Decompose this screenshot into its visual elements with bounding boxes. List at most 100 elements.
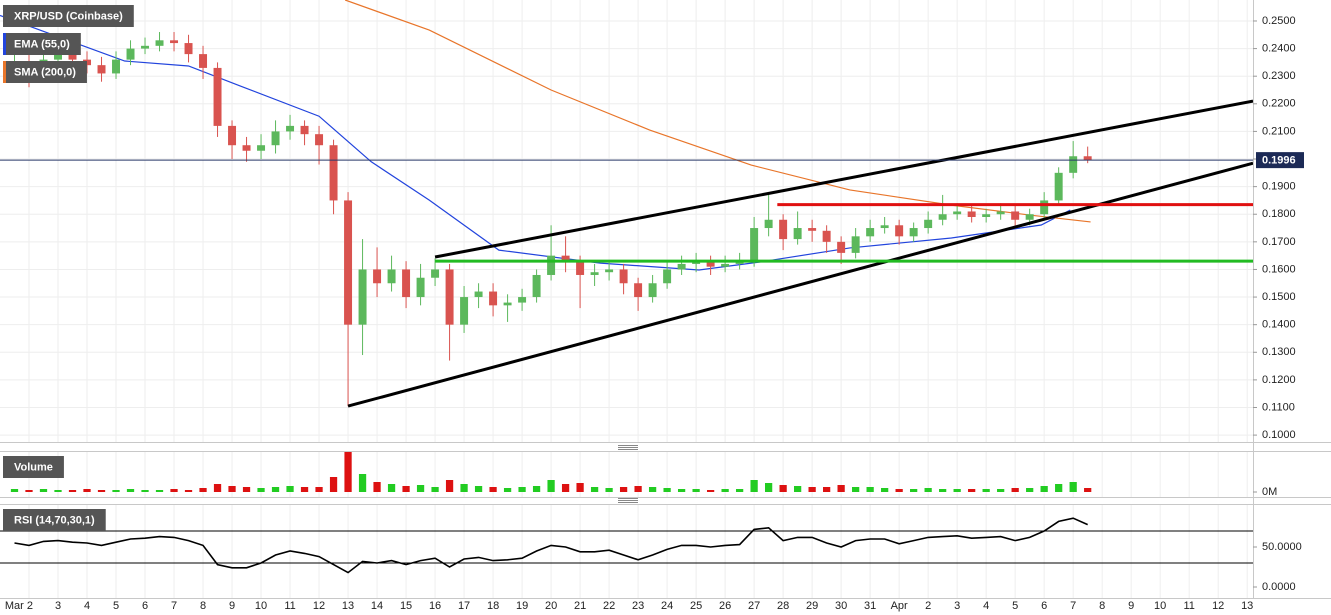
- volume-bar: [387, 484, 396, 492]
- x-tick-label: 12: [1212, 600, 1224, 612]
- candle: [808, 219, 817, 242]
- y-tick-label: 0.1900: [1262, 181, 1296, 193]
- x-tick-label: 7: [1070, 600, 1076, 612]
- volume-bar: [823, 487, 831, 492]
- y-tick-label: 50.0000: [1262, 541, 1302, 553]
- x-tick-label: 10: [1154, 600, 1166, 612]
- candle: [895, 219, 904, 245]
- x-tick-label: 6: [142, 600, 148, 612]
- rsi-line: [14, 517, 1088, 574]
- candle: [721, 255, 730, 273]
- volume-bar: [1069, 482, 1077, 492]
- candle: [315, 125, 324, 165]
- candle: [199, 45, 208, 79]
- x-tick-label: 5: [1012, 600, 1018, 612]
- volume-bar: [83, 489, 91, 492]
- candle: [677, 255, 686, 275]
- candle: [1054, 167, 1063, 206]
- candle: [170, 32, 179, 52]
- candle-body: [300, 125, 309, 135]
- y-tick-label: 0.1600: [1262, 263, 1296, 275]
- y-tick-label: 0.1500: [1262, 291, 1296, 303]
- volume-bar: [561, 484, 570, 492]
- last-price-label: 0.1996: [1262, 155, 1296, 167]
- candle-body: [576, 261, 585, 275]
- volume-bar: [968, 489, 976, 492]
- y-tick-label: 0M: [1262, 486, 1277, 498]
- candle-body: [1083, 156, 1092, 161]
- volume-bar: [1040, 486, 1048, 492]
- x-tick-label: 9: [229, 600, 235, 612]
- y-tick-label: 0.1200: [1262, 374, 1296, 386]
- volume-bar: [329, 477, 338, 492]
- candle: [706, 255, 715, 275]
- x-tick-label: 31: [864, 600, 876, 612]
- candle: [837, 236, 846, 264]
- candle: [619, 263, 628, 295]
- volume-bar: [619, 487, 628, 492]
- pane-handle[interactable]: [618, 445, 638, 450]
- volume-bar: [881, 488, 889, 492]
- candle: [924, 211, 933, 234]
- x-tick-label: 7: [171, 600, 177, 612]
- volume-bar: [1084, 488, 1092, 492]
- candle-body: [561, 255, 570, 262]
- pane-label-text: XRP/USD (Coinbase): [14, 10, 123, 22]
- candle: [880, 216, 889, 234]
- volume-bar: [170, 489, 178, 492]
- pane-label-box: [3, 61, 87, 83]
- candle-body: [822, 230, 831, 242]
- candle: [793, 211, 802, 245]
- candle: [329, 139, 338, 215]
- volume-bar: [590, 487, 599, 492]
- volume-bar: [605, 488, 613, 492]
- pane-label-box: [3, 509, 106, 531]
- pane-label-text: RSI (14,70,30,1): [14, 514, 95, 526]
- x-tick-label: 17: [458, 600, 470, 612]
- pane-label-text: EMA (55,0): [14, 38, 70, 50]
- pane-handle[interactable]: [618, 498, 638, 503]
- pane-label: RSI (14,70,30,1): [3, 509, 106, 531]
- x-tick-label: 19: [516, 600, 528, 612]
- candle: [344, 192, 353, 407]
- volume-bar: [648, 487, 657, 492]
- x-tick-label: 3: [55, 600, 61, 612]
- candle-body: [329, 145, 338, 201]
- last-price-box: [1256, 152, 1304, 169]
- volume-bar: [576, 483, 584, 492]
- candle: [112, 51, 121, 79]
- pane-label-box: [3, 456, 64, 478]
- volume-bar: [184, 490, 193, 492]
- volume-bar: [663, 488, 671, 492]
- candle-body: [996, 211, 1005, 215]
- candle: [764, 192, 773, 237]
- volume-bar: [228, 486, 236, 492]
- candle-body: [721, 263, 730, 267]
- volume-bar: [634, 486, 642, 492]
- candle-body: [358, 269, 367, 325]
- candle-body: [982, 214, 991, 217]
- candle-body: [402, 269, 411, 298]
- volume-bar: [982, 489, 990, 492]
- candle-body: [924, 219, 933, 229]
- volume-bar: [257, 488, 265, 492]
- volume-bar: [924, 488, 932, 492]
- candle-body: [648, 283, 657, 298]
- volume-bar: [112, 490, 120, 492]
- volume-bar: [97, 490, 106, 492]
- candle-body: [1011, 211, 1020, 220]
- volume-bar: [242, 487, 251, 492]
- y-tick-label: 0.1100: [1262, 401, 1295, 413]
- volume-bar: [808, 487, 816, 492]
- candle-body: [518, 297, 527, 303]
- candle: [213, 62, 222, 137]
- volume-bar: [1011, 488, 1019, 492]
- candle-body: [416, 277, 425, 298]
- candle: [561, 236, 570, 273]
- x-tick-label: 11: [1183, 600, 1194, 612]
- candle-body: [706, 261, 715, 267]
- x-tick-label: 29: [806, 600, 818, 612]
- candle-body: [184, 43, 193, 55]
- candle: [286, 114, 295, 140]
- candle: [648, 274, 657, 303]
